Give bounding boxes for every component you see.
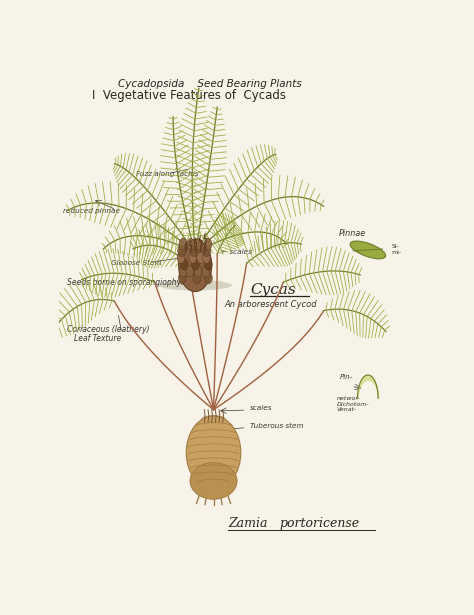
Text: Pin-: Pin- bbox=[340, 374, 354, 380]
Ellipse shape bbox=[178, 272, 186, 284]
Text: Fuzz along rachis: Fuzz along rachis bbox=[137, 169, 199, 177]
Text: reduced pinnae: reduced pinnae bbox=[63, 208, 120, 215]
Ellipse shape bbox=[189, 252, 197, 263]
Text: Zamia: Zamia bbox=[228, 517, 268, 531]
Text: Tuberous stem: Tuberous stem bbox=[250, 423, 304, 429]
Text: networ-
Dichotom-
Venat-: networ- Dichotom- Venat- bbox=[337, 396, 369, 413]
Text: Seeds borne on sporangiophylls: Seeds borne on sporangiophylls bbox=[66, 277, 189, 287]
Ellipse shape bbox=[190, 245, 198, 256]
Text: Globose Stem: Globose Stem bbox=[110, 260, 161, 266]
Text: Cycadopsida    Seed Bearing Plants: Cycadopsida Seed Bearing Plants bbox=[118, 79, 302, 89]
Ellipse shape bbox=[166, 280, 225, 287]
Ellipse shape bbox=[179, 239, 187, 250]
Ellipse shape bbox=[204, 239, 212, 250]
Text: portoricense: portoricense bbox=[280, 517, 360, 531]
Ellipse shape bbox=[193, 272, 201, 284]
Ellipse shape bbox=[187, 239, 195, 250]
Text: scales: scales bbox=[250, 405, 273, 411]
Ellipse shape bbox=[186, 416, 241, 490]
Ellipse shape bbox=[203, 245, 211, 256]
Ellipse shape bbox=[194, 266, 202, 277]
Text: ← scales: ← scales bbox=[221, 248, 252, 255]
Ellipse shape bbox=[195, 239, 202, 250]
Text: Leaf Texture: Leaf Texture bbox=[74, 334, 121, 343]
Ellipse shape bbox=[197, 252, 204, 263]
Ellipse shape bbox=[158, 280, 232, 290]
Text: I  Vegetative Features of  Cycads: I Vegetative Features of Cycads bbox=[92, 89, 286, 102]
Ellipse shape bbox=[350, 241, 386, 259]
Text: Coriaceous (leathery): Coriaceous (leathery) bbox=[66, 325, 149, 334]
Ellipse shape bbox=[203, 252, 210, 263]
Ellipse shape bbox=[180, 259, 188, 270]
Ellipse shape bbox=[190, 462, 237, 499]
Ellipse shape bbox=[191, 259, 200, 270]
Ellipse shape bbox=[205, 272, 212, 284]
Ellipse shape bbox=[179, 266, 187, 277]
Text: Cycas: Cycas bbox=[250, 283, 296, 297]
Ellipse shape bbox=[186, 266, 194, 277]
Ellipse shape bbox=[202, 266, 210, 277]
Ellipse shape bbox=[178, 245, 185, 256]
Text: An arborescent Cycod: An arborescent Cycod bbox=[225, 300, 317, 309]
Ellipse shape bbox=[179, 239, 212, 292]
Text: Pinnae: Pinnae bbox=[338, 229, 365, 238]
Ellipse shape bbox=[204, 259, 212, 270]
Ellipse shape bbox=[177, 252, 185, 263]
Text: Si-
mi-: Si- mi- bbox=[392, 244, 402, 255]
